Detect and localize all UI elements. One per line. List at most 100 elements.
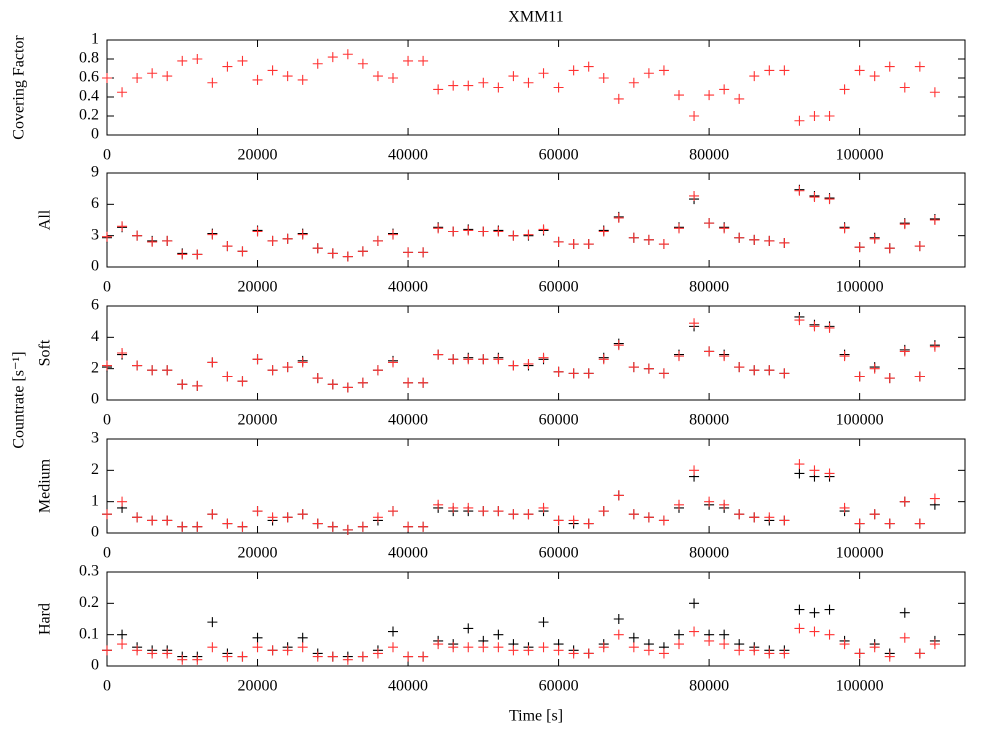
data-point — [674, 639, 684, 650]
data-point — [899, 607, 910, 618]
data-point — [267, 512, 278, 523]
data-point — [267, 235, 278, 246]
plot-frame — [106, 438, 966, 534]
data-point — [418, 55, 429, 66]
data-point — [312, 58, 323, 69]
y-tick-label: 0 — [91, 258, 99, 275]
data-point — [794, 604, 805, 615]
data-point — [418, 521, 429, 532]
data-point — [102, 360, 112, 371]
data-point — [628, 632, 639, 643]
x-tick-label: 20000 — [238, 279, 278, 296]
data-point — [899, 82, 910, 93]
data-point — [357, 521, 368, 532]
data-point — [613, 614, 624, 624]
data-point — [869, 233, 880, 244]
data-point — [929, 215, 940, 225]
data-point — [418, 377, 429, 388]
plot-frame — [106, 172, 966, 268]
y-axis-label: Medium — [37, 458, 54, 513]
data-point — [538, 68, 549, 79]
x-tick-label: 20000 — [238, 678, 278, 695]
data-point — [357, 246, 368, 257]
data-point — [403, 651, 414, 662]
data-point — [463, 80, 474, 91]
data-point — [643, 645, 654, 656]
data-point — [568, 368, 579, 379]
data-point — [794, 115, 805, 126]
data-point — [538, 224, 549, 235]
data-point — [613, 212, 624, 223]
data-point — [854, 518, 865, 529]
data-point — [327, 52, 338, 63]
data-point — [508, 360, 519, 371]
data-point — [478, 77, 489, 88]
y-axis-label: All — [37, 209, 54, 230]
data-point — [719, 499, 730, 510]
data-point — [749, 71, 760, 82]
data-point — [282, 645, 293, 656]
data-point — [764, 365, 775, 376]
data-point — [267, 65, 278, 76]
data-point — [643, 68, 654, 79]
data-point — [583, 239, 594, 250]
data-point — [207, 229, 218, 240]
data-point — [478, 642, 489, 653]
data-point — [297, 357, 308, 368]
data-point — [779, 648, 790, 659]
y-tick-label: 9 — [91, 164, 99, 181]
data-point — [523, 77, 534, 88]
data-point — [162, 365, 173, 376]
data-point — [117, 639, 128, 650]
data-point — [418, 247, 429, 258]
data-point — [869, 363, 880, 374]
y-tick-label: 0.1 — [79, 625, 99, 642]
x-tick-label: 100000 — [836, 678, 884, 695]
data-point — [824, 604, 835, 615]
x-tick-label: 0 — [103, 279, 111, 296]
data-point — [147, 515, 158, 526]
data-point — [779, 515, 790, 526]
data-point — [147, 648, 158, 659]
data-point — [734, 362, 745, 373]
data-point — [779, 237, 790, 248]
data-point — [674, 629, 684, 640]
data-point — [207, 357, 218, 368]
data-point — [132, 360, 143, 371]
data-point — [929, 87, 940, 98]
data-point — [267, 645, 278, 656]
data-point — [598, 354, 609, 365]
data-point — [869, 642, 880, 653]
data-point — [267, 365, 278, 376]
data-point — [162, 235, 173, 246]
data-point — [538, 502, 549, 513]
y-tick-label: 0.3 — [79, 563, 99, 580]
data-point — [327, 521, 338, 532]
data-point — [102, 645, 112, 656]
data-point — [478, 506, 489, 517]
y-tick-label: 4 — [91, 328, 99, 345]
data-point — [312, 518, 323, 529]
data-point — [418, 651, 429, 662]
x-tick-label: 60000 — [539, 678, 579, 695]
data-point — [794, 185, 805, 196]
data-point — [297, 642, 308, 653]
data-point — [177, 521, 188, 532]
data-point — [117, 348, 128, 358]
y-tick-label: 0.2 — [79, 594, 99, 611]
data-point — [478, 354, 489, 365]
x-tick-label: 80000 — [689, 147, 729, 164]
data-point — [719, 223, 730, 234]
data-point — [403, 247, 414, 258]
data-point — [553, 366, 564, 377]
data-point — [779, 65, 790, 76]
data-point — [809, 607, 820, 618]
data-point — [824, 629, 835, 640]
x-tick-label: 80000 — [689, 279, 729, 296]
data-point — [177, 379, 188, 390]
data-point — [372, 71, 383, 82]
data-point — [568, 648, 579, 659]
data-point — [824, 194, 835, 205]
x-tick-label: 80000 — [689, 412, 729, 429]
data-point — [929, 341, 940, 352]
